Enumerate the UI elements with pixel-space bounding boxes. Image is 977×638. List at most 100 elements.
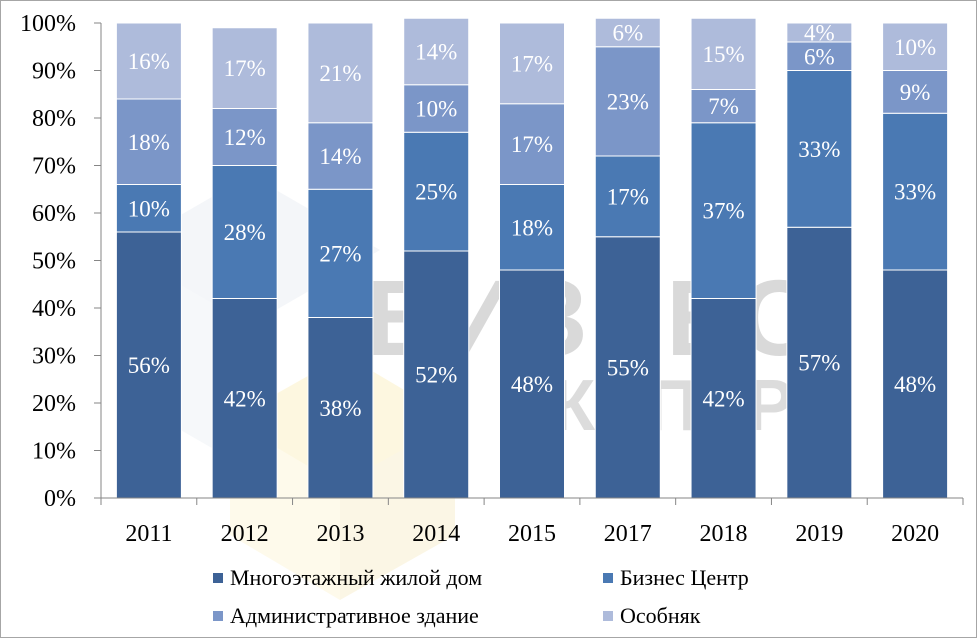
x-axis-labels: 2011 2012 2013 2014 2015 2017 2018 2019 2020: [125, 521, 939, 547]
x-tick-label: 2013: [316, 521, 364, 547]
bar-administrative-2011: [115, 98, 182, 185]
x-tick-label: 2019: [795, 521, 843, 547]
axes: [94, 22, 964, 505]
data-label-business-center-2012: 28%: [224, 220, 266, 245]
data-label-mansion-2017: 6%: [612, 21, 643, 46]
bar-administrative-2019: [786, 41, 853, 71]
y-tick-label: 20%: [32, 391, 76, 417]
bar-residential-2012: [211, 298, 278, 499]
bar-administrative-2013: [307, 122, 374, 190]
data-label-residential-2019: 57%: [798, 351, 840, 376]
data-label-business-center-2019: 33%: [798, 137, 840, 162]
legend-item-administrative: Административное здание: [213, 603, 479, 629]
legend-swatch-mansion: [603, 611, 613, 621]
bar-administrative-2017: [594, 46, 661, 157]
bar-business-center-2011: [115, 184, 182, 233]
y-tick-label: 80%: [32, 106, 76, 132]
data-label-residential-2018: 42%: [702, 386, 744, 411]
bar-business-center-2013: [307, 188, 374, 318]
data-label-business-center-2015: 18%: [511, 215, 553, 240]
x-tick-label: 2015: [508, 521, 556, 547]
bar-residential-2020: [882, 269, 949, 499]
bar-business-center-2018: [690, 122, 757, 299]
bar-mansion-2011: [115, 22, 182, 100]
legend-item-business-center: Бизнес Центр: [603, 565, 749, 591]
data-label-residential-2015: 48%: [511, 372, 553, 397]
x-tick-label: 2018: [700, 521, 748, 547]
bar-mansion-2013: [307, 22, 374, 124]
y-tick-label: 10%: [32, 439, 76, 465]
data-label-residential-2017: 55%: [607, 355, 649, 380]
y-tick-label: 50%: [32, 249, 76, 275]
data-label-administrative-2015: 17%: [511, 132, 553, 157]
data-label-mansion-2013: 21%: [319, 61, 361, 86]
data-label-residential-2012: 42%: [224, 386, 266, 411]
data-label-mansion-2014: 14%: [415, 40, 457, 65]
y-tick-label: 100%: [20, 11, 76, 37]
bar-mansion-2019: [786, 22, 853, 43]
bar-mansion-2020: [882, 22, 949, 71]
y-tick-label: 30%: [32, 344, 76, 370]
x-tick-label: 2014: [412, 521, 460, 547]
data-label-administrative-2014: 10%: [415, 97, 457, 122]
bar-administrative-2020: [882, 70, 949, 114]
data-label-mansion-2015: 17%: [511, 51, 553, 76]
bar-mansion-2017: [594, 17, 661, 48]
bar-business-center-2019: [786, 70, 853, 228]
data-label-business-center-2020: 33%: [894, 180, 936, 205]
data-label-administrative-2020: 9%: [900, 80, 931, 105]
y-axis-labels: 0% 10% 20% 30% 40% 50% 60% 70% 80% 90% 100%: [20, 11, 76, 512]
legend-label-residential: Многоэтажный жилой дом: [230, 565, 483, 590]
data-label-business-center-2014: 25%: [415, 180, 457, 205]
legend-item-residential: Многоэтажный жилой дом: [213, 565, 482, 591]
bar-residential-2011: [115, 231, 182, 499]
data-label-mansion-2019: 4%: [804, 21, 835, 46]
bar-residential-2018: [690, 298, 757, 499]
bar-residential-2019: [786, 226, 853, 499]
data-label-mansion-2018: 15%: [702, 42, 744, 67]
x-tick-label: 2020: [891, 521, 939, 547]
data-label-business-center-2017: 17%: [607, 184, 649, 209]
y-tick-label: 90%: [32, 59, 76, 85]
data-label-administrative-2018: 7%: [708, 94, 739, 119]
bar-mansion-2012: [211, 27, 278, 109]
data-label-residential-2014: 52%: [415, 363, 457, 388]
y-tick-label: 70%: [32, 154, 76, 180]
y-tick-label: 0%: [44, 486, 76, 512]
data-label-residential-2013: 38%: [319, 396, 361, 421]
y-tick-label: 40%: [32, 296, 76, 322]
bar-administrative-2014: [403, 84, 470, 133]
y-tick-label: 60%: [32, 201, 76, 227]
legend-item-mansion: Особняк: [603, 603, 700, 629]
x-tick-label: 2011: [125, 521, 172, 547]
bar-mansion-2018: [690, 17, 757, 90]
bar-residential-2013: [307, 317, 374, 499]
bar-residential-2017: [594, 236, 661, 499]
legend-swatch-administrative: [213, 611, 223, 621]
data-label-business-center-2018: 37%: [702, 199, 744, 224]
legend-label-business-center: Бизнес Центр: [620, 565, 749, 590]
data-label-administrative-2013: 14%: [319, 144, 361, 169]
data-labels: 56% 10% 18% 16% 42% 28% 12% 17% 38% 27% 14% 21% 52% 2…: [128, 21, 936, 421]
x-tick-label: 2017: [604, 521, 652, 547]
bar-business-center-2014: [403, 131, 470, 252]
bar-residential-2014: [403, 250, 470, 499]
bar-business-center-2012: [211, 165, 278, 299]
data-label-administrative-2011: 18%: [128, 130, 170, 155]
bar-residential-2015: [499, 269, 565, 499]
data-label-administrative-2017: 23%: [607, 89, 649, 114]
data-label-mansion-2011: 16%: [128, 49, 170, 74]
bars: [115, 17, 949, 499]
bar-mansion-2015: [499, 22, 565, 105]
bar-administrative-2015: [499, 103, 565, 185]
data-label-administrative-2012: 12%: [224, 125, 266, 150]
bar-business-center-2017: [594, 155, 661, 238]
data-label-business-center-2011: 10%: [128, 196, 170, 221]
data-label-administrative-2019: 6%: [804, 44, 835, 69]
legend-swatch-business-center: [603, 573, 613, 583]
data-label-residential-2011: 56%: [128, 353, 170, 378]
legend-swatch-residential: [213, 573, 223, 583]
legend-label-administrative: Административное здание: [230, 603, 479, 628]
x-tick-label: 2012: [221, 521, 269, 547]
